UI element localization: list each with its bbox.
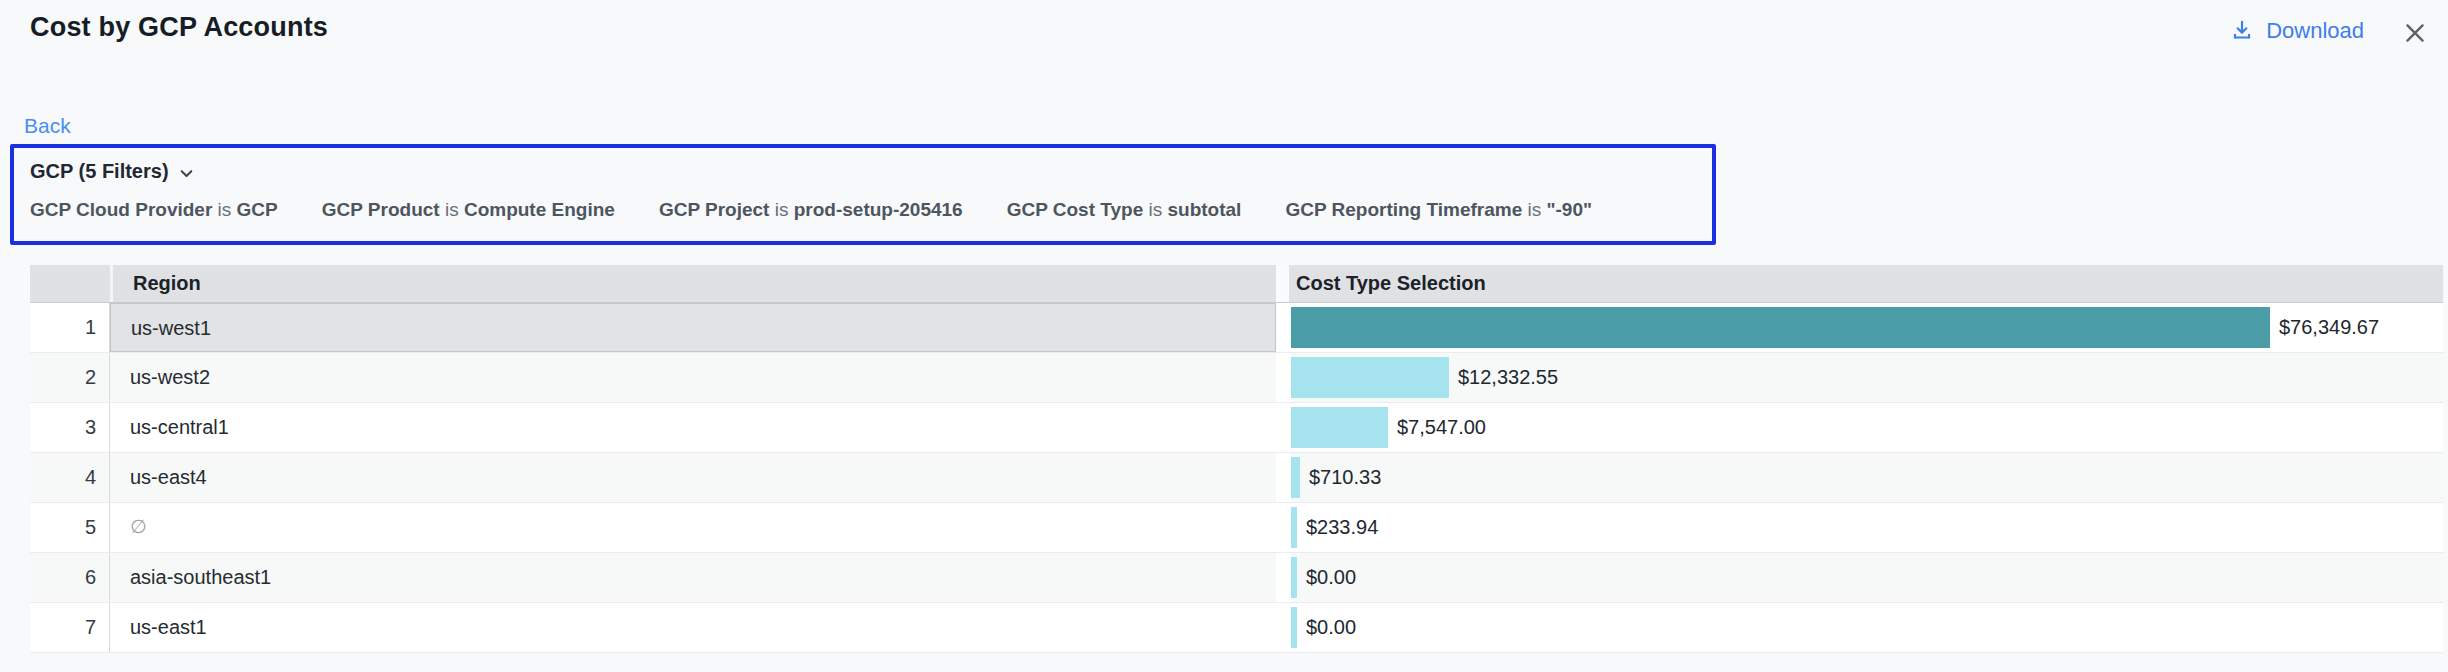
cost-bar-cell: $0.00 <box>1291 553 2443 602</box>
cost-bar-cell: $710.33 <box>1291 453 2443 502</box>
column-gap <box>1276 403 1291 452</box>
filter-chip[interactable]: GCP Project is prod-setup-205416 <box>659 199 963 221</box>
header-row-number <box>30 265 110 302</box>
download-button[interactable]: Download <box>2229 18 2364 44</box>
filter-chip[interactable]: GCP Cost Type is subtotal <box>1007 199 1242 221</box>
cost-value-label: $12,332.55 <box>1458 366 1558 389</box>
region-cell[interactable]: us-central1 <box>110 403 1276 452</box>
region-cell[interactable]: ∅ <box>110 503 1276 552</box>
row-number: 1 <box>30 303 110 352</box>
header-region: Region <box>113 272 1276 295</box>
row-number: 3 <box>30 403 110 452</box>
filter-chip[interactable]: GCP Cloud Provider is GCP <box>30 199 278 221</box>
cost-value-label: $710.33 <box>1309 466 1381 489</box>
page-title: Cost by GCP Accounts <box>30 12 328 43</box>
cost-value-label: $0.00 <box>1306 566 1356 589</box>
column-gap <box>1276 603 1291 652</box>
back-link[interactable]: Back <box>24 114 71 138</box>
filter-box: GCP (5 Filters) GCP Cloud Provider is GC… <box>10 144 1716 245</box>
region-cell[interactable]: us-west1 <box>110 303 1276 352</box>
cost-bar[interactable] <box>1291 557 1297 598</box>
cost-bar[interactable] <box>1291 607 1297 648</box>
cost-bar-cell: $76,349.67 <box>1291 303 2443 352</box>
close-icon[interactable] <box>2400 18 2430 48</box>
row-number: 5 <box>30 503 110 552</box>
cost-bar-cell: $0.00 <box>1291 603 2443 652</box>
download-label: Download <box>2266 18 2364 44</box>
cost-bar-cell: $7,547.00 <box>1291 403 2443 452</box>
column-gap <box>1276 353 1291 402</box>
download-icon <box>2229 18 2255 44</box>
column-gap <box>1276 553 1291 602</box>
filter-chip-list: GCP Cloud Provider is GCP GCP Product is … <box>30 199 1696 221</box>
region-cell[interactable]: asia-southeast1 <box>110 553 1276 602</box>
row-number: 2 <box>30 353 110 402</box>
header-gap <box>1276 265 1289 302</box>
table-row[interactable]: 7 us-east1 $0.00 <box>30 603 2443 653</box>
column-gap <box>1276 453 1291 502</box>
filter-summary-dropdown[interactable]: GCP (5 Filters) <box>30 160 195 183</box>
column-gap <box>1276 503 1291 552</box>
cost-value-label: $7,547.00 <box>1397 416 1486 439</box>
table-row[interactable]: 2 us-west2 $12,332.55 <box>30 353 2443 403</box>
cost-bar[interactable] <box>1291 357 1449 398</box>
filter-chip[interactable]: GCP Reporting Timeframe is "-90" <box>1285 199 1592 221</box>
region-cell[interactable]: us-west2 <box>110 353 1276 402</box>
table-row[interactable]: 4 us-east4 $710.33 <box>30 453 2443 503</box>
table-row[interactable]: 1 us-west1 $76,349.67 <box>30 303 2443 353</box>
table-row[interactable]: 6 asia-southeast1 $0.00 <box>30 553 2443 603</box>
table-row[interactable]: 3 us-central1 $7,547.00 <box>30 403 2443 453</box>
table-body: 1 us-west1 $76,349.67 2 us-west2 $12,332… <box>30 303 2443 653</box>
table-row[interactable]: 5 ∅ $233.94 <box>30 503 2443 553</box>
region-cell[interactable]: us-east1 <box>110 603 1276 652</box>
cost-bar[interactable] <box>1291 407 1388 448</box>
region-cell[interactable]: us-east4 <box>110 453 1276 502</box>
cost-bar[interactable] <box>1291 457 1300 498</box>
cost-bar-cell: $12,332.55 <box>1291 353 2443 402</box>
table-header: Region Cost Type Selection <box>30 265 2443 303</box>
cost-bar[interactable] <box>1291 307 2270 348</box>
cost-bar-cell: $233.94 <box>1291 503 2443 552</box>
cost-value-label: $233.94 <box>1306 516 1378 539</box>
row-number: 6 <box>30 553 110 602</box>
cost-value-label: $76,349.67 <box>2279 316 2379 339</box>
row-number: 7 <box>30 603 110 652</box>
row-number: 4 <box>30 453 110 502</box>
chevron-down-icon <box>178 162 195 182</box>
cost-bar[interactable] <box>1291 507 1297 548</box>
filter-chip[interactable]: GCP Product is Compute Engine <box>322 199 615 221</box>
column-gap <box>1276 303 1291 352</box>
filter-summary-label: GCP (5 Filters) <box>30 160 169 183</box>
cost-table: Region Cost Type Selection 1 us-west1 $7… <box>30 265 2443 653</box>
cost-value-label: $0.00 <box>1306 616 1356 639</box>
header-cost-type-selection: Cost Type Selection <box>1289 272 2443 295</box>
